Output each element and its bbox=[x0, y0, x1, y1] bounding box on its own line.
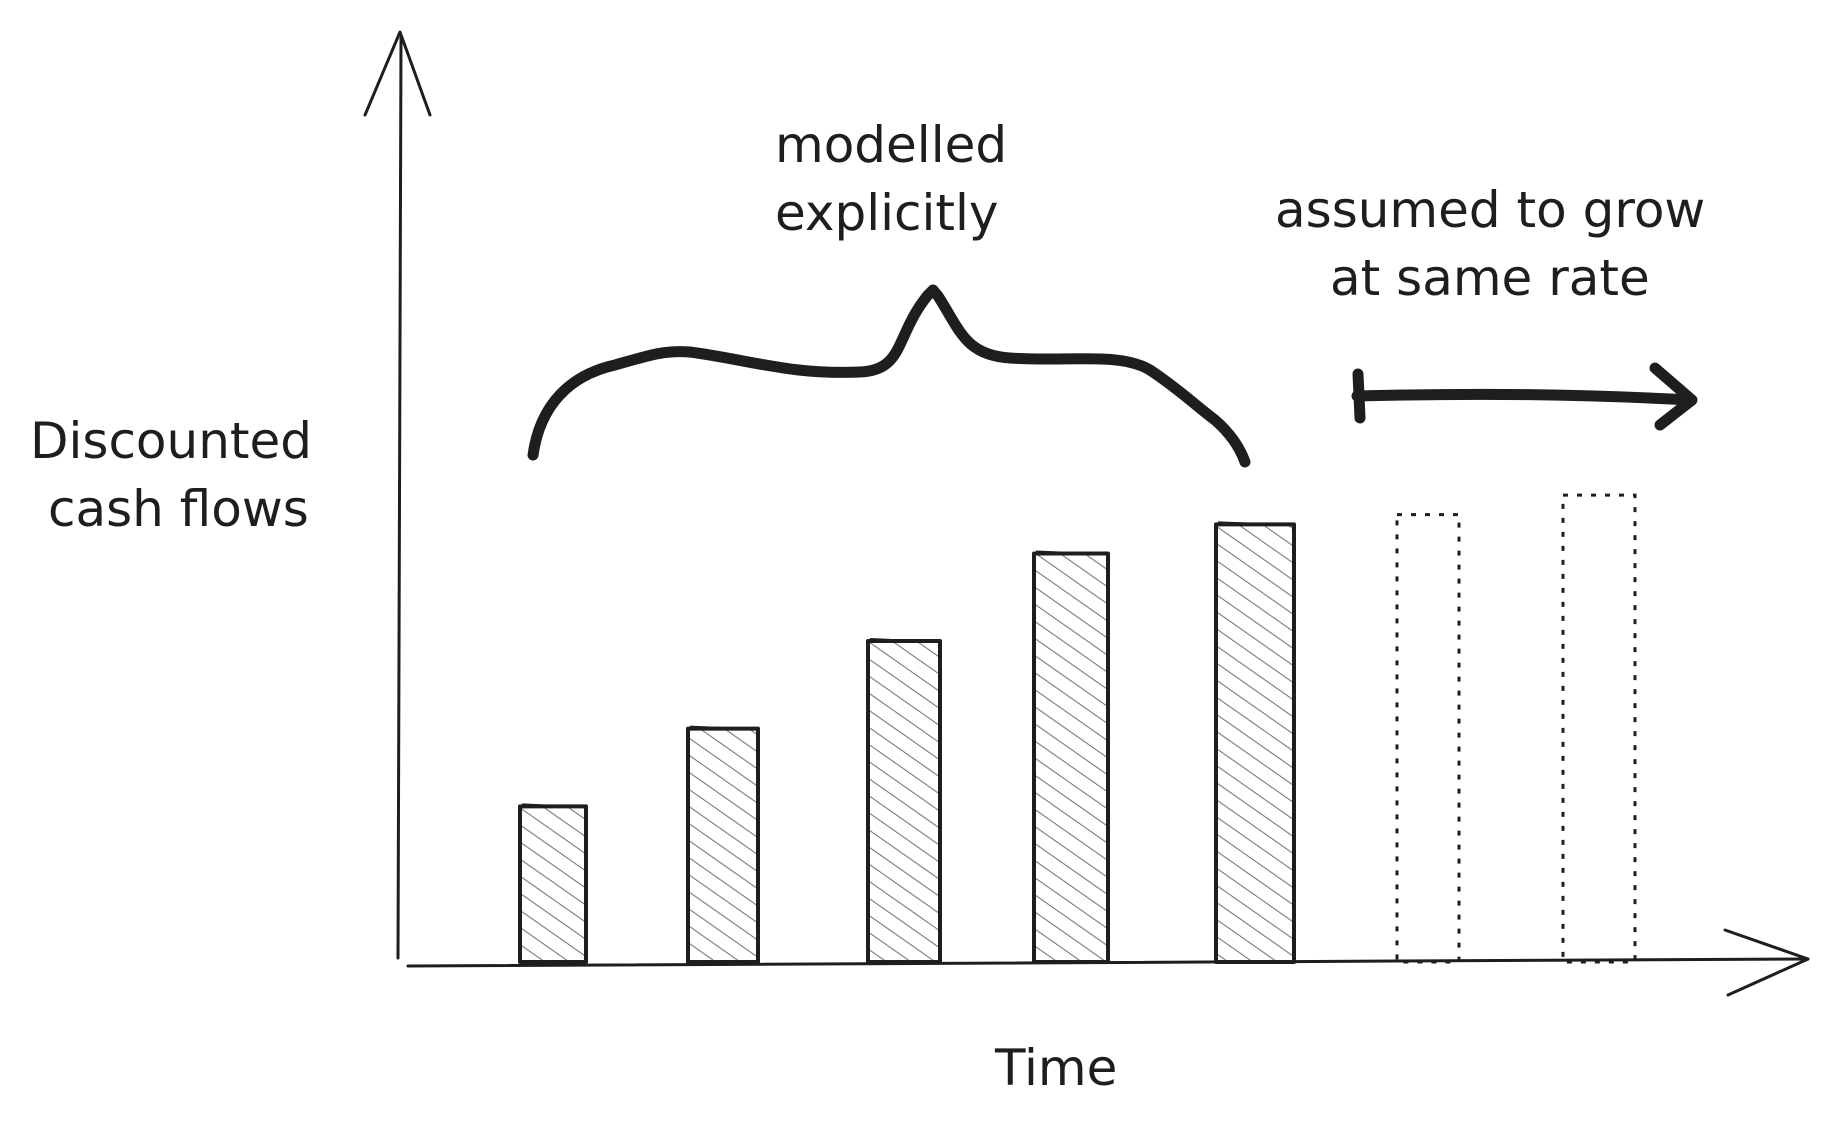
annotation-modelled-line-2: explicitly bbox=[775, 183, 999, 242]
y-axis-label: Discounted cash flows bbox=[30, 408, 312, 543]
x-axis-label: Time bbox=[995, 1039, 1118, 1097]
bar-modelled-4 bbox=[1032, 551, 1110, 964]
bars-layer bbox=[518, 493, 1637, 965]
annotation-growth-line-2: at same rate bbox=[1330, 248, 1650, 307]
bar-modelled-2-sketch-edge bbox=[689, 725, 760, 731]
y-axis bbox=[363, 30, 432, 960]
bar-modelled-5 bbox=[1214, 522, 1296, 964]
annotation-modelled-line-1: modelled bbox=[775, 116, 1008, 174]
annotation-assumed-growth: assumed to grow at same rate bbox=[1275, 177, 1705, 312]
bar-modelled-3 bbox=[866, 639, 942, 964]
extrapolation-arrow-tail-cap bbox=[1352, 368, 1366, 424]
extrapolation-arrow-line bbox=[1351, 388, 1696, 406]
annotation-modelled-explicitly: modelled explicitly bbox=[775, 112, 1007, 247]
extrapolation-arrow bbox=[1351, 362, 1698, 431]
x-axis-arrowhead bbox=[1723, 928, 1810, 997]
bar-modelled-2 bbox=[686, 726, 760, 964]
curly-brace bbox=[527, 284, 1251, 468]
y-axis-label-line-1: Discounted bbox=[30, 412, 313, 470]
annotation-growth-line-1: assumed to grow bbox=[1275, 181, 1706, 239]
y-axis-arrowhead bbox=[363, 30, 432, 117]
bar-modelled-5-sketch-edge bbox=[1217, 521, 1296, 527]
bar-modelled-1-sketch-edge bbox=[521, 803, 588, 809]
extrapolation-arrow-head bbox=[1649, 362, 1698, 431]
bar-modelled-3-sketch-edge bbox=[869, 638, 942, 644]
y-axis-label-line-2: cash flows bbox=[48, 479, 309, 538]
bar-modelled-4-sketch-edge bbox=[1035, 550, 1110, 556]
bar-extrapolated-2 bbox=[1561, 493, 1637, 964]
bar-modelled-1 bbox=[518, 804, 588, 965]
y-axis-line bbox=[396, 36, 403, 960]
bar-extrapolated-1 bbox=[1395, 513, 1461, 964]
